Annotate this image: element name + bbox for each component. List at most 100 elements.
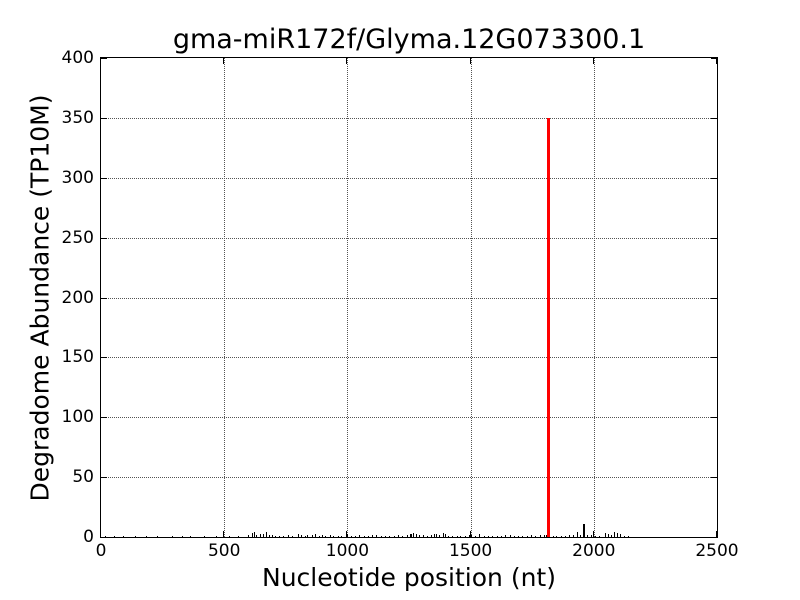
noise-bar bbox=[505, 535, 507, 537]
noise-bar bbox=[535, 535, 537, 537]
x-axis-label: Nucleotide position (nt) bbox=[262, 563, 556, 592]
noise-bar bbox=[587, 535, 589, 537]
noise-bar bbox=[292, 535, 294, 537]
x-tick-label: 0 bbox=[95, 541, 107, 561]
y-gridline bbox=[101, 117, 717, 119]
noise-bar bbox=[134, 536, 136, 537]
noise-bar bbox=[321, 535, 323, 537]
noise-bar bbox=[595, 535, 597, 537]
y-tick-mark bbox=[101, 58, 107, 59]
noise-bar bbox=[560, 535, 562, 537]
y-tick-label: 100 bbox=[61, 407, 94, 428]
y-tick-mark bbox=[101, 117, 107, 119]
noise-bar bbox=[518, 535, 520, 537]
noise-bar bbox=[341, 535, 343, 537]
y-tick-label: 350 bbox=[61, 107, 94, 128]
x-tick-label: 1500 bbox=[448, 541, 493, 561]
y-tick-mark-right bbox=[711, 237, 717, 239]
noise-bar bbox=[444, 534, 446, 537]
x-tick-label: 2000 bbox=[572, 541, 616, 561]
y-gridline bbox=[101, 237, 717, 239]
x-tick-mark-top bbox=[469, 58, 471, 64]
noise-bar bbox=[549, 535, 551, 537]
noise-bar bbox=[479, 534, 481, 537]
noise-bar bbox=[253, 532, 255, 537]
noise-bar bbox=[333, 535, 335, 537]
noise-bar bbox=[315, 534, 317, 537]
noise-bar bbox=[620, 534, 622, 537]
noise-bar bbox=[367, 535, 369, 537]
noise-bar bbox=[216, 536, 218, 537]
plot-area bbox=[100, 57, 718, 538]
noise-bar bbox=[389, 536, 391, 537]
noise-bar bbox=[325, 536, 327, 537]
noise-bar bbox=[487, 536, 489, 537]
noise-bar bbox=[376, 535, 378, 537]
noise-bar bbox=[422, 535, 424, 537]
noise-bar bbox=[122, 536, 124, 537]
noise-bar bbox=[468, 535, 470, 537]
y-tick-mark bbox=[101, 297, 107, 299]
noise-bar bbox=[190, 536, 192, 537]
y-tick-mark-right bbox=[711, 537, 717, 538]
noise-bar bbox=[354, 535, 356, 537]
noise-bar bbox=[171, 536, 173, 537]
noise-bar bbox=[545, 535, 547, 537]
noise-bar bbox=[628, 536, 630, 537]
x-tick-label: 2500 bbox=[695, 541, 739, 561]
noise-bar bbox=[556, 535, 558, 537]
y-tick-mark bbox=[101, 417, 107, 419]
noise-bar bbox=[605, 532, 607, 537]
y-tick-label: 50 bbox=[72, 467, 94, 488]
noise-bar bbox=[564, 535, 566, 537]
noise-bar bbox=[577, 532, 579, 537]
x-tick-mark-top bbox=[716, 58, 717, 64]
noise-bar bbox=[304, 535, 306, 537]
noise-bar bbox=[539, 535, 541, 537]
y-tick-mark bbox=[101, 357, 107, 359]
noise-bar bbox=[436, 533, 438, 537]
noise-bar bbox=[359, 535, 361, 537]
noise-bar bbox=[522, 535, 524, 537]
noise-bar bbox=[611, 535, 613, 537]
y-tick-mark-right bbox=[711, 58, 717, 59]
y-tick-mark-right bbox=[711, 297, 717, 299]
noise-bar bbox=[460, 535, 462, 537]
noise-bar bbox=[318, 535, 320, 537]
noise-bar bbox=[442, 533, 444, 537]
noise-bar bbox=[337, 536, 339, 537]
noise-bar bbox=[271, 535, 273, 537]
y-tick-mark-right bbox=[711, 417, 717, 419]
y-gridline bbox=[101, 357, 717, 359]
noise-bar bbox=[470, 534, 472, 537]
noise-bar bbox=[329, 535, 331, 537]
noise-bar bbox=[228, 535, 230, 537]
x-tick-mark bbox=[346, 531, 348, 537]
noise-bar bbox=[413, 533, 415, 537]
noise-bar bbox=[614, 532, 616, 537]
noise-bar bbox=[275, 535, 277, 537]
y-tick-label: 300 bbox=[61, 167, 94, 188]
noise-bar bbox=[380, 535, 382, 537]
noise-bar bbox=[483, 535, 485, 537]
noise-bar bbox=[608, 534, 610, 537]
x-tick-mark bbox=[469, 531, 471, 537]
noise-bar bbox=[372, 535, 374, 537]
noise-bar bbox=[347, 533, 349, 537]
noise-bar bbox=[393, 535, 395, 537]
noise-bar bbox=[418, 534, 420, 537]
noise-bar bbox=[268, 534, 270, 537]
chart-title: gma-miR172f/Glyma.12G073300.1 bbox=[172, 24, 646, 55]
noise-bar bbox=[385, 535, 387, 537]
y-tick-mark bbox=[101, 237, 107, 239]
y-gridline bbox=[101, 417, 717, 419]
noise-bar bbox=[265, 531, 267, 537]
noise-bar bbox=[590, 534, 592, 537]
noise-bar bbox=[279, 536, 281, 537]
x-tick-mark-top bbox=[223, 58, 225, 64]
noise-bar bbox=[256, 534, 258, 537]
noise-bar bbox=[509, 535, 511, 537]
noise-bar bbox=[146, 536, 148, 537]
noise-bar bbox=[513, 535, 515, 537]
